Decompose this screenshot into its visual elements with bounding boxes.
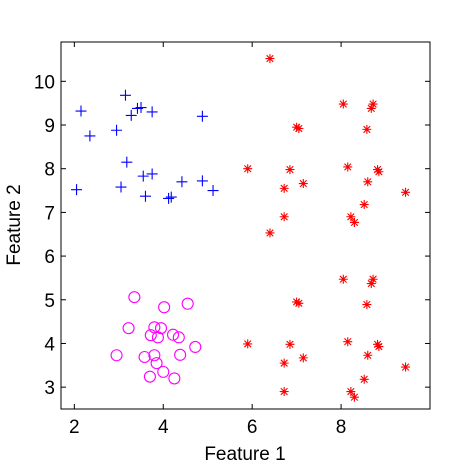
asterisk-marker bbox=[292, 297, 302, 307]
asterisk-marker bbox=[374, 167, 384, 177]
asterisk-marker bbox=[363, 350, 373, 360]
circle-marker bbox=[166, 328, 180, 341]
circle-marker bbox=[150, 357, 163, 370]
plus-marker bbox=[125, 109, 137, 121]
plus-marker bbox=[84, 130, 96, 142]
circle-marker bbox=[189, 340, 202, 354]
asterisk-marker bbox=[265, 228, 275, 238]
y-tick-label: 5 bbox=[44, 291, 55, 312]
plus-marker bbox=[135, 102, 147, 114]
asterisk-marker bbox=[279, 387, 289, 397]
circle-marker bbox=[172, 331, 185, 344]
asterisk-marker bbox=[373, 165, 383, 175]
x-tick-labels: 2 4 6 8 bbox=[69, 417, 346, 438]
asterisk-marker bbox=[373, 339, 383, 349]
plus-marker bbox=[137, 170, 149, 182]
circle-marker bbox=[154, 322, 168, 335]
asterisk-marker bbox=[292, 122, 302, 132]
plus-marker bbox=[196, 110, 208, 122]
plus-marker bbox=[71, 184, 83, 196]
asterisk-marker bbox=[349, 217, 359, 227]
asterisk-marker bbox=[366, 103, 376, 113]
circle-marker bbox=[151, 331, 164, 344]
asterisk-marker bbox=[368, 274, 378, 284]
asterisk-marker bbox=[298, 353, 308, 363]
circle-marker bbox=[148, 349, 161, 362]
circle-marker bbox=[122, 322, 135, 335]
circle-marker bbox=[144, 329, 157, 342]
asterisk-marker bbox=[294, 124, 304, 134]
asterisk-marker bbox=[359, 374, 369, 384]
plus-marker bbox=[119, 89, 131, 101]
x-tick-label: 4 bbox=[158, 417, 169, 438]
plot-area bbox=[61, 42, 430, 409]
asterisk-marker bbox=[374, 342, 384, 352]
plus-marker bbox=[75, 105, 87, 117]
y-tick-labels: 3 4 5 6 7 8 9 10 bbox=[34, 72, 56, 399]
plus-marker bbox=[163, 192, 175, 204]
x-axis-label: Feature 1 bbox=[204, 444, 285, 465]
plus-marker bbox=[196, 175, 208, 187]
plus-marker bbox=[165, 191, 177, 203]
x-tick-label: 2 bbox=[69, 417, 80, 438]
asterisk-marker bbox=[279, 183, 289, 193]
asterisk-marker bbox=[346, 387, 356, 397]
asterisk-marker bbox=[243, 339, 253, 349]
y-tick-label: 10 bbox=[34, 72, 55, 93]
circle-marker bbox=[174, 348, 187, 361]
asterisk-marker bbox=[298, 179, 308, 189]
asterisk-marker bbox=[279, 212, 289, 222]
plus-marker bbox=[176, 176, 188, 188]
asterisk-marker bbox=[343, 337, 353, 347]
asterisk-marker bbox=[363, 177, 373, 187]
plus-marker bbox=[146, 106, 158, 118]
asterisk-marker bbox=[338, 274, 348, 284]
circle-marker bbox=[157, 365, 170, 378]
plus-marker bbox=[146, 168, 158, 180]
asterisk-marker bbox=[401, 187, 411, 197]
y-tick-label: 6 bbox=[44, 247, 55, 268]
circle-marker bbox=[181, 297, 194, 310]
asterisk-marker bbox=[359, 200, 369, 210]
x-tick-label: 6 bbox=[247, 417, 258, 438]
y-tick-label: 8 bbox=[44, 160, 55, 181]
circle-marker bbox=[128, 291, 141, 304]
circle-marker bbox=[158, 301, 171, 314]
y-tick-label: 9 bbox=[44, 116, 55, 137]
asterisk-marker bbox=[285, 339, 295, 349]
y-tick-label: 3 bbox=[44, 378, 55, 399]
circle-marker bbox=[138, 350, 151, 364]
circle-marker bbox=[143, 370, 156, 383]
asterisk-marker bbox=[346, 212, 356, 222]
asterisk-marker bbox=[366, 279, 376, 289]
asterisk-marker bbox=[265, 54, 275, 64]
y-tick-label: 7 bbox=[44, 203, 55, 224]
plot-frame bbox=[60, 41, 431, 410]
asterisk-marker bbox=[285, 165, 295, 175]
plus-marker bbox=[139, 190, 151, 202]
circle-marker bbox=[168, 372, 181, 385]
axis-ticks bbox=[61, 42, 430, 409]
asterisk-marker bbox=[343, 162, 353, 172]
asterisk-marker bbox=[401, 362, 411, 372]
asterisk-marker bbox=[362, 300, 372, 310]
asterisk-marker bbox=[243, 164, 253, 174]
asterisk-marker bbox=[279, 358, 289, 368]
asterisk-marker bbox=[368, 99, 378, 109]
circle-marker bbox=[110, 349, 123, 362]
asterisk-marker bbox=[294, 298, 304, 308]
asterisk-marker bbox=[349, 392, 359, 402]
plus-marker bbox=[207, 185, 219, 197]
asterisk-marker bbox=[362, 124, 372, 134]
plus-marker bbox=[115, 181, 127, 193]
x-tick-label: 8 bbox=[336, 417, 347, 438]
plus-marker bbox=[111, 124, 123, 136]
asterisk-marker bbox=[338, 99, 348, 109]
y-axis-label: Feature 2 bbox=[4, 184, 25, 265]
y-tick-label: 4 bbox=[44, 334, 55, 355]
plus-marker bbox=[121, 156, 133, 168]
data-markers bbox=[71, 54, 411, 402]
